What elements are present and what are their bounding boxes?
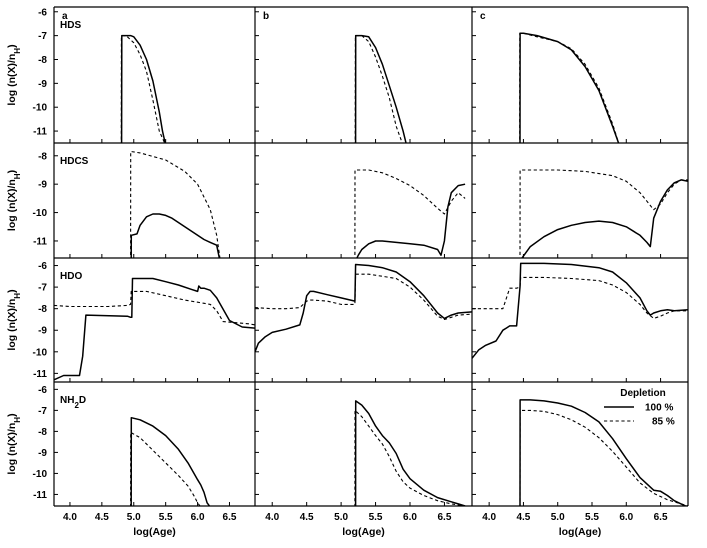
panel-letter: b (263, 11, 269, 22)
x-tick-label: 4.5 (516, 512, 530, 523)
series-line-100 (255, 263, 472, 353)
species-label: HDCS (60, 156, 89, 167)
y-tick-label: -6 (38, 7, 47, 18)
x-tick-label: 5.0 (334, 512, 348, 523)
x-axis-label: log(Age) (133, 526, 176, 538)
legend-entry-85: 85 % (652, 417, 675, 428)
series-line-100 (472, 262, 688, 359)
y-axis-label-end: ) (6, 289, 18, 293)
y-tick-label: -9 (38, 448, 47, 459)
y-axis-label-subscript: H (13, 417, 22, 423)
y-axis-label-end: ) (6, 413, 18, 417)
y-tick-label: -6 (38, 385, 47, 396)
series-line-100 (521, 179, 688, 258)
species-label-subscript: 2 (74, 401, 79, 410)
y-tick-label: -7 (38, 31, 47, 42)
y-axis-label-subscript: H (13, 48, 22, 54)
y-tick-label: -10 (33, 103, 48, 114)
x-tick-label: 6.0 (191, 512, 205, 523)
y-tick-label: -11 (33, 127, 47, 138)
x-tick-label: 5.0 (551, 512, 565, 523)
x-tick-label: 6.0 (619, 512, 633, 523)
x-tick-label: 6.5 (223, 512, 237, 523)
y-tick-label: -8 (38, 304, 47, 315)
x-tick-label: 6.5 (437, 512, 451, 523)
x-tick-label: 4.5 (300, 512, 314, 523)
series-line-85 (354, 35, 403, 143)
series-line-85 (130, 431, 201, 506)
series-line-85 (354, 169, 466, 258)
species-label: NH2D (60, 395, 86, 410)
series-line-85 (519, 409, 688, 506)
series-line-85 (130, 150, 221, 258)
y-tick-label: -11 (33, 236, 47, 247)
species-label-end: D (79, 395, 86, 406)
y-tick-label: -8 (38, 427, 47, 438)
y-axis-label: log (n(X)/nH) (6, 44, 22, 105)
y-axis-label-main: log (n(X)/n (6, 299, 18, 351)
y-tick-label: -10 (33, 469, 48, 480)
y-axis-label-end: ) (6, 44, 18, 48)
x-tick-label: 5.5 (369, 512, 383, 523)
panel-letter: a (62, 11, 68, 22)
series-line-100 (54, 277, 255, 381)
x-tick-label: 4.0 (63, 512, 77, 523)
series-line-85 (54, 290, 255, 326)
y-tick-label: -9 (38, 326, 47, 337)
panel-letter: c (480, 11, 486, 22)
y-axis-label: log (n(X)/nH) (6, 413, 22, 474)
x-tick-label: 5.0 (127, 512, 141, 523)
series-line-100 (356, 183, 466, 258)
legend-title: Depletion (620, 388, 666, 399)
y-tick-label: -11 (33, 369, 47, 380)
series-line-85 (354, 409, 466, 506)
x-tick-label: 5.5 (159, 512, 173, 523)
x-tick-label: 4.0 (482, 512, 496, 523)
x-axis-label: log(Age) (559, 526, 602, 538)
species-label: HDS (60, 20, 81, 31)
series-line-100 (130, 213, 221, 258)
y-tick-label: -10 (33, 208, 48, 219)
x-tick-label: 6.5 (654, 512, 668, 523)
y-axis-label-subscript: H (13, 293, 22, 299)
series-line-100 (354, 400, 466, 506)
y-tick-label: -6 (38, 261, 47, 272)
y-tick-label: -7 (38, 283, 47, 294)
y-axis-label: log (n(X)/nH) (6, 170, 22, 231)
series-line-85 (519, 32, 620, 143)
series-line-85 (120, 35, 166, 143)
legend-entry-100: 100 % (645, 403, 673, 414)
series-line-85 (472, 276, 688, 319)
series-line-85 (519, 169, 688, 258)
x-axis-label: log(Age) (342, 526, 385, 538)
series-line-100 (130, 416, 211, 506)
x-tick-label: 6.0 (403, 512, 417, 523)
y-tick-label: -9 (38, 180, 47, 191)
y-tick-label: -9 (38, 79, 47, 90)
y-axis-label-main: log (n(X)/n (6, 54, 18, 106)
y-axis-label-end: ) (6, 170, 18, 174)
y-axis-label-main: log (n(X)/n (6, 179, 18, 231)
y-tick-label: -10 (33, 347, 48, 358)
x-tick-label: 5.5 (585, 512, 599, 523)
y-tick-label: -11 (33, 490, 47, 501)
y-axis-label-subscript: H (13, 173, 22, 179)
x-tick-label: 4.5 (95, 512, 109, 523)
y-axis-label: log (n(X)/nH) (6, 289, 22, 350)
y-tick-label: -8 (38, 55, 47, 66)
y-tick-label: -8 (38, 151, 47, 162)
x-tick-label: 4.0 (265, 512, 279, 523)
series-line-85 (255, 273, 472, 321)
species-label-main: NH (60, 395, 74, 406)
y-tick-label: -7 (38, 406, 47, 417)
species-label: HDO (60, 271, 82, 282)
series-line-100 (519, 399, 688, 506)
y-axis-label-main: log (n(X)/n (6, 423, 18, 475)
